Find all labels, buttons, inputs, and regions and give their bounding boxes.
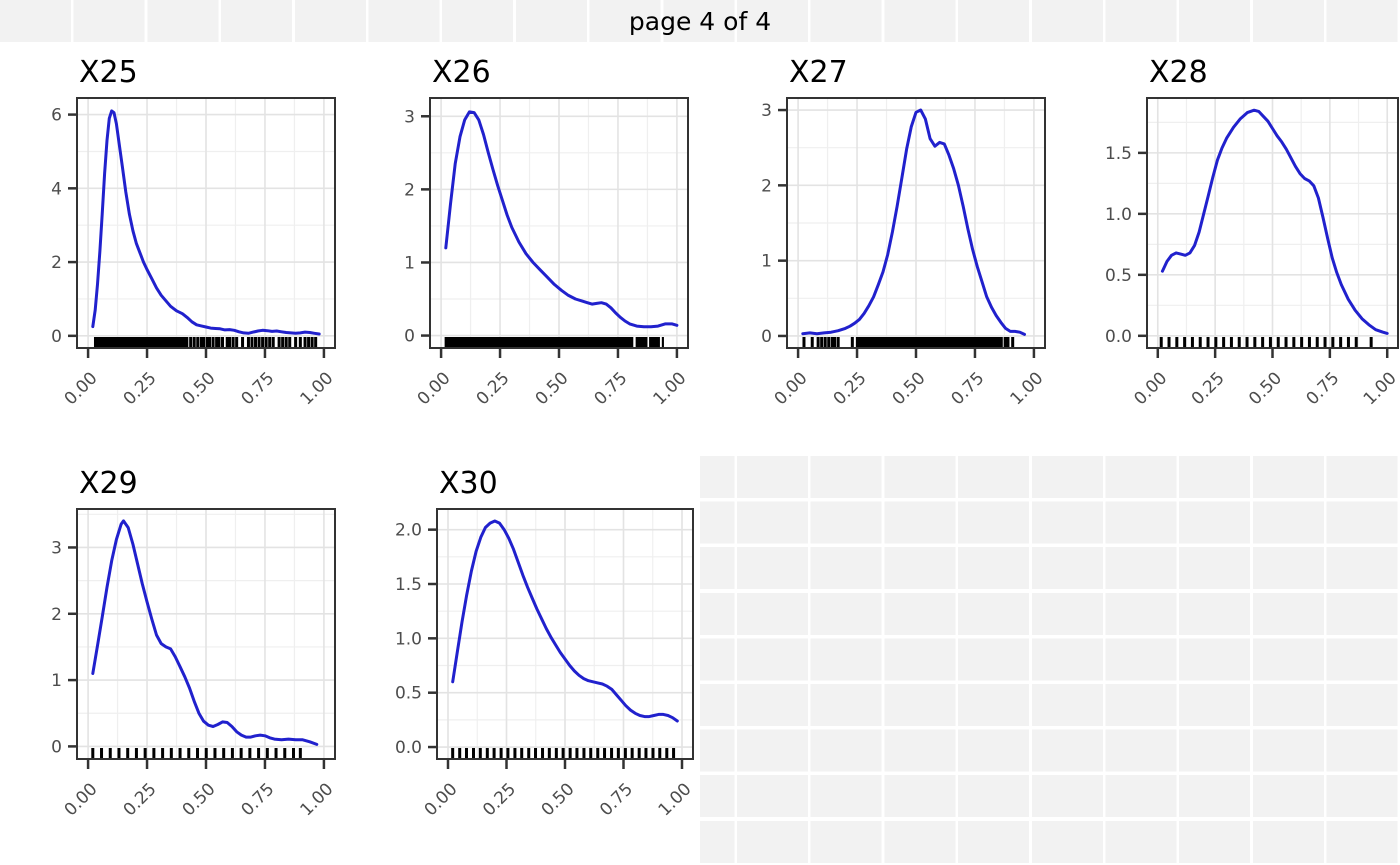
plot-row-2-background bbox=[0, 453, 700, 865]
page-indicator-text: page 4 of 4 bbox=[628, 6, 772, 36]
plot-row-1-background bbox=[0, 42, 1400, 453]
page-indicator: page 4 of 4 bbox=[0, 0, 1400, 42]
